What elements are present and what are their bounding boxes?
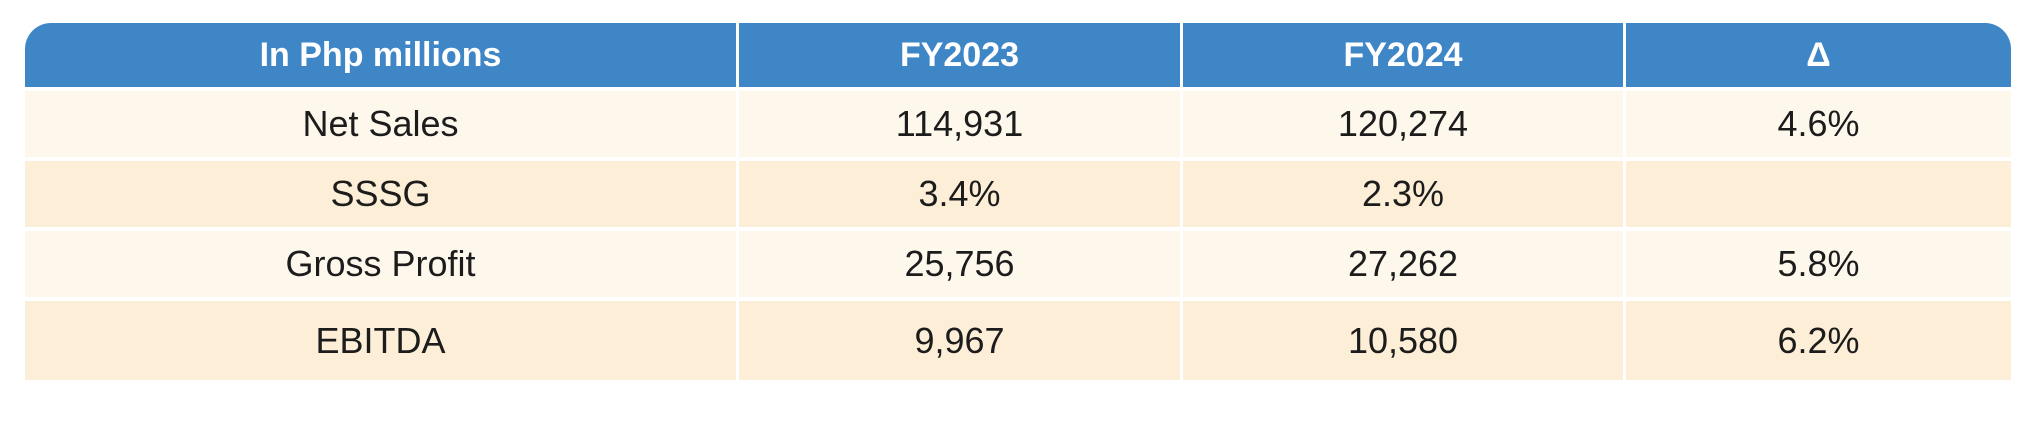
row-label: Net Sales xyxy=(25,91,736,157)
delta-value: 4.6% xyxy=(1626,91,2011,157)
row-label: Gross Profit xyxy=(25,231,736,297)
fy2024-value: 120,274 xyxy=(1183,91,1623,157)
fy2024-value: 27,262 xyxy=(1183,231,1623,297)
header-delta: Δ xyxy=(1626,23,2011,87)
header-fy2023: FY2023 xyxy=(739,23,1180,87)
fy2024-value: 10,580 xyxy=(1183,301,1623,380)
fy2023-value: 3.4% xyxy=(739,161,1180,227)
fy2023-value: 9,967 xyxy=(739,301,1180,380)
table-header-row: In Php millions FY2023 FY2024 Δ xyxy=(25,23,2011,87)
row-label: EBITDA xyxy=(25,301,736,380)
fy2023-value: 25,756 xyxy=(739,231,1180,297)
delta-value: 5.8% xyxy=(1626,231,2011,297)
table-row: Gross Profit 25,756 27,262 5.8% xyxy=(25,231,2011,297)
delta-value xyxy=(1626,161,2011,227)
table-row: Net Sales 114,931 120,274 4.6% xyxy=(25,91,2011,157)
row-label: SSSG xyxy=(25,161,736,227)
financial-summary-table: In Php millions FY2023 FY2024 Δ Net Sale… xyxy=(25,23,2011,413)
fy2024-value: 2.3% xyxy=(1183,161,1623,227)
table-row: EBITDA 9,967 10,580 6.2% xyxy=(25,301,2011,380)
delta-value: 6.2% xyxy=(1626,301,2011,380)
header-label-column: In Php millions xyxy=(25,23,736,87)
table-row: SSSG 3.4% 2.3% xyxy=(25,161,2011,227)
fy2023-value: 114,931 xyxy=(739,91,1180,157)
header-fy2024: FY2024 xyxy=(1183,23,1623,87)
